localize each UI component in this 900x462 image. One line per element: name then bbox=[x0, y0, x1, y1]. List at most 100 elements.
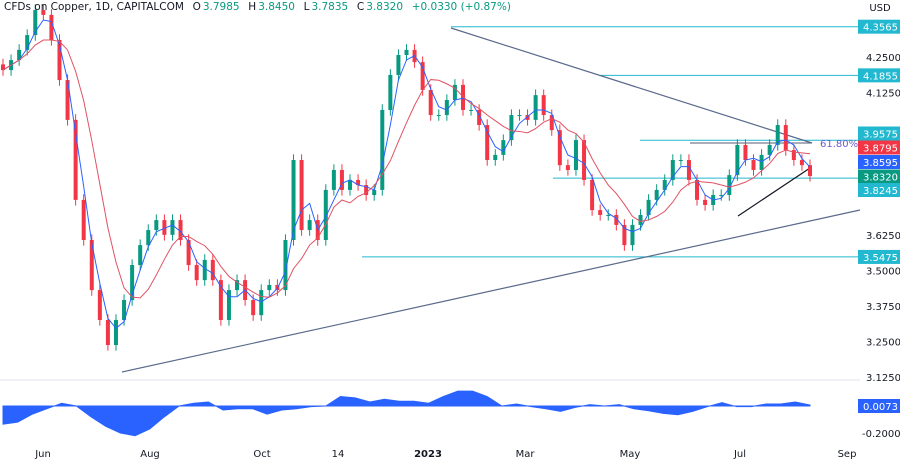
lower-trendline[interactable] bbox=[121, 209, 861, 373]
y-tick-label: 3.3750 bbox=[866, 302, 900, 313]
candle bbox=[646, 199, 651, 215]
candle bbox=[154, 220, 159, 231]
low-label: L bbox=[303, 1, 310, 13]
candle bbox=[122, 300, 127, 320]
candle bbox=[791, 150, 796, 161]
candle bbox=[331, 169, 336, 190]
candle bbox=[767, 144, 772, 155]
candle bbox=[218, 280, 223, 320]
candle bbox=[323, 189, 328, 240]
price-label-box bbox=[858, 19, 900, 34]
support-trendline[interactable] bbox=[737, 167, 811, 217]
candle bbox=[638, 214, 643, 225]
low-value: 3.7835 bbox=[311, 1, 349, 13]
candle bbox=[759, 154, 764, 170]
candle bbox=[428, 90, 433, 116]
price-label: 4.3565 bbox=[863, 23, 898, 34]
candle bbox=[97, 290, 102, 320]
candle bbox=[606, 214, 611, 216]
symbol-title: CFDs on Copper, 1D, CAPITALCOM bbox=[4, 1, 184, 13]
candle bbox=[364, 185, 369, 196]
candle bbox=[573, 140, 578, 170]
y-tick-label: 4.1250 bbox=[866, 89, 900, 100]
price-label-box bbox=[858, 169, 900, 184]
x-tick-label: Jul bbox=[733, 449, 746, 460]
candle bbox=[130, 265, 135, 301]
candle bbox=[493, 154, 498, 161]
candle bbox=[783, 125, 788, 151]
currency-button[interactable]: USD bbox=[860, 0, 900, 18]
x-tick-label: Sep bbox=[838, 449, 857, 460]
candle bbox=[113, 319, 118, 346]
oscillator-area bbox=[2, 390, 811, 437]
candle bbox=[582, 140, 587, 180]
candle bbox=[57, 39, 62, 81]
symbol-legend: CFDs on Copper, 1D, CAPITALCOM O 3.7985 H… bbox=[4, 1, 513, 13]
high-label: H bbox=[248, 1, 257, 13]
open-value: 3.7985 bbox=[202, 1, 240, 13]
candle bbox=[105, 319, 110, 346]
candle bbox=[799, 160, 804, 166]
price-label: 3.8595 bbox=[863, 158, 898, 169]
candle bbox=[654, 189, 659, 200]
osc-y-tick-label: -0.2000 bbox=[862, 429, 900, 440]
candle bbox=[501, 140, 506, 155]
x-tick-label: Jun bbox=[34, 449, 51, 460]
x-tick-label: Oct bbox=[253, 449, 270, 460]
candle bbox=[525, 115, 530, 120]
candle bbox=[565, 165, 570, 170]
slow-ma-line bbox=[2, 39, 811, 299]
candle bbox=[630, 224, 635, 246]
candle bbox=[267, 284, 272, 291]
candle bbox=[178, 220, 183, 240]
price-label-box bbox=[858, 249, 900, 264]
candle bbox=[695, 179, 700, 200]
candle bbox=[339, 169, 344, 190]
osc-value-label: 0.0073 bbox=[863, 402, 898, 413]
candle bbox=[735, 144, 740, 176]
candle bbox=[388, 74, 393, 110]
candle bbox=[541, 95, 546, 116]
candle bbox=[686, 160, 691, 180]
fib-label: 61.80% bbox=[820, 139, 858, 150]
candle bbox=[283, 239, 288, 291]
y-tick-label: 3.6250 bbox=[866, 231, 900, 242]
candle bbox=[1, 64, 5, 71]
x-tick-label: 14 bbox=[332, 449, 345, 460]
candle bbox=[517, 115, 522, 117]
y-tick-label: 3.1250 bbox=[866, 373, 900, 384]
candle bbox=[460, 84, 465, 110]
price-label-box bbox=[858, 140, 900, 155]
candle bbox=[557, 130, 562, 166]
candle bbox=[485, 125, 490, 161]
candle bbox=[469, 109, 474, 111]
price-label: 3.9575 bbox=[863, 130, 898, 141]
candle bbox=[307, 220, 312, 231]
candle bbox=[25, 35, 30, 50]
candle bbox=[452, 84, 457, 100]
upper-trendline[interactable] bbox=[450, 27, 813, 144]
candle bbox=[549, 115, 554, 131]
candle bbox=[89, 239, 94, 291]
candle bbox=[81, 199, 86, 240]
candle bbox=[73, 119, 78, 200]
y-tick-label: 3.5000 bbox=[866, 266, 900, 277]
candle bbox=[751, 160, 756, 170]
candle bbox=[598, 210, 603, 215]
candle bbox=[703, 199, 708, 205]
candle bbox=[614, 214, 619, 225]
price-label: 4.1855 bbox=[863, 71, 898, 82]
open-label: O bbox=[192, 1, 201, 13]
price-label-box bbox=[858, 68, 900, 83]
candle bbox=[590, 179, 595, 211]
price-label: 3.8245 bbox=[863, 186, 898, 197]
candle bbox=[49, 14, 54, 40]
candle bbox=[299, 160, 304, 231]
candle bbox=[509, 115, 514, 141]
candle bbox=[33, 10, 38, 36]
candle bbox=[396, 55, 401, 75]
candle bbox=[444, 99, 449, 116]
fast-ma-line bbox=[2, 19, 811, 330]
candle bbox=[17, 49, 22, 61]
